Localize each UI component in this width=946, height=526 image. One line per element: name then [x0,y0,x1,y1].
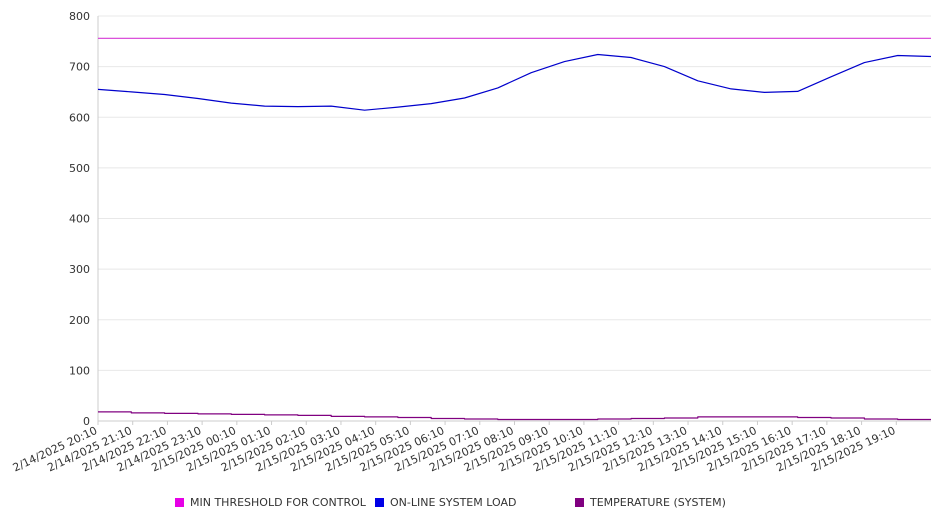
y-tick-label-100: 100 [69,364,90,377]
legend-item-system-load[interactable]: ON-LINE SYSTEM LOAD [375,496,516,509]
legend-swatch-min-threshold [175,498,184,507]
y-tick-label-400: 400 [69,213,90,226]
gridlines [98,15,931,422]
series-lines [97,37,932,421]
y-tick-label-200: 200 [69,314,90,327]
legend-item-min-threshold[interactable]: MIN THRESHOLD FOR CONTROL [175,496,366,509]
x-axis: 2/14/2025 20:102/14/2025 21:102/14/2025 … [11,420,931,474]
y-tick-label-0: 0 [83,415,90,428]
legend-item-temperature[interactable]: TEMPERATURE (SYSTEM) [575,496,726,509]
series-line-1 [97,53,932,111]
legend-swatch-temperature [575,498,584,507]
legend-swatch-system-load [375,498,384,507]
y-tick-label-300: 300 [69,263,90,276]
series-line-2 [98,411,931,421]
legend-label-temperature: TEMPERATURE (SYSTEM) [590,496,726,509]
legend: MIN THRESHOLD FOR CONTROL ON-LINE SYSTEM… [0,496,946,518]
y-axis: 0 100 200 300 400 500 600 700 800 [69,10,99,428]
legend-label-min-threshold: MIN THRESHOLD FOR CONTROL [190,496,366,509]
y-tick-label-700: 700 [69,61,90,74]
y-tick-label-800: 800 [69,10,90,23]
y-tick-label-600: 600 [69,111,90,124]
y-tick-label-500: 500 [69,162,90,175]
legend-label-system-load: ON-LINE SYSTEM LOAD [390,496,517,509]
